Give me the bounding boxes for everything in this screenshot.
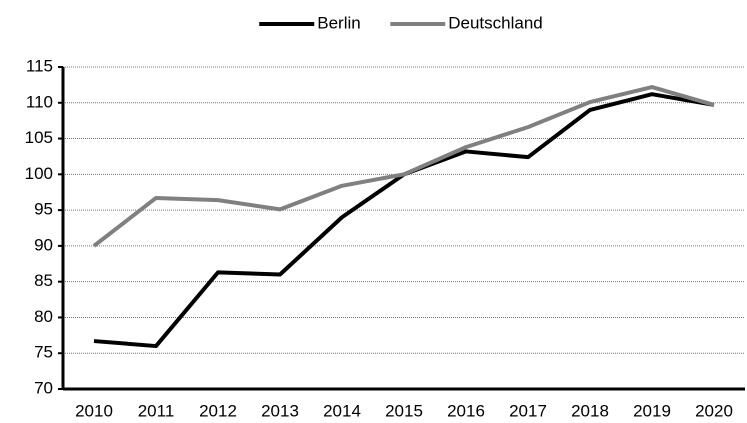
x-tick-label: 2012 xyxy=(199,401,237,420)
x-tick-label: 2019 xyxy=(633,401,671,420)
x-tick-label: 2018 xyxy=(571,401,609,420)
x-tick-label: 2020 xyxy=(695,401,733,420)
legend-label: Deutschland xyxy=(448,13,543,32)
y-tick-label: 75 xyxy=(34,343,53,362)
y-tick-label: 70 xyxy=(34,378,53,397)
y-tick-label: 90 xyxy=(34,235,53,254)
x-tick-label: 2010 xyxy=(75,401,113,420)
legend-label: Berlin xyxy=(317,13,360,32)
series-line xyxy=(93,92,715,349)
y-tick-label: 100 xyxy=(25,164,53,183)
series-line xyxy=(92,85,715,248)
y-tick-label: 80 xyxy=(34,307,53,326)
y-tick-label: 85 xyxy=(34,271,53,290)
y-tick-label: 110 xyxy=(26,92,53,111)
x-tick-label: 2013 xyxy=(261,401,299,420)
y-tick-label: 115 xyxy=(26,56,53,75)
x-tick-label: 2015 xyxy=(385,401,423,420)
y-tick-label: 105 xyxy=(25,128,53,147)
x-tick-label: 2014 xyxy=(323,401,361,420)
x-tick-label: 2011 xyxy=(138,401,175,420)
y-tick-label: 95 xyxy=(34,200,53,219)
x-tick-label: 2017 xyxy=(509,401,547,420)
x-tick-label: 2016 xyxy=(447,401,485,420)
